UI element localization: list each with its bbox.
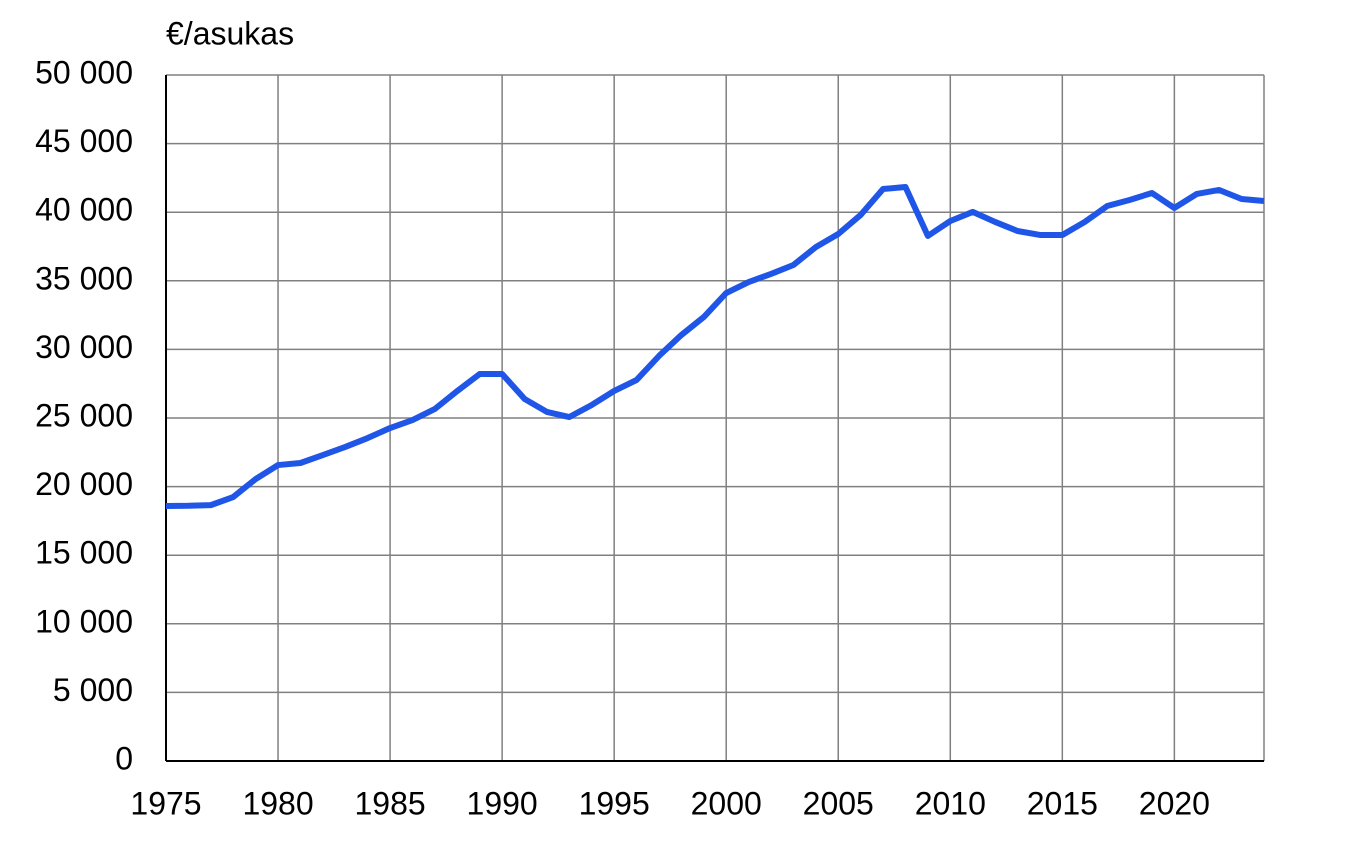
x-tick-label: 1985 [354,785,425,821]
y-tick-label: 45 000 [35,123,133,159]
x-tick-label: 1975 [130,785,201,821]
y-tick-label: 35 000 [35,260,133,296]
y-tick-label: 0 [115,740,133,776]
x-tick-label: 2000 [691,785,762,821]
x-tick-label: 2015 [1027,785,1098,821]
x-tick-label: 1990 [467,785,538,821]
y-tick-label: 15 000 [35,535,133,571]
y-axis-label: €/asukas [166,15,294,51]
y-tick-label: 40 000 [35,192,133,228]
y-tick-label: 20 000 [35,466,133,502]
x-tick-label: 2005 [803,785,874,821]
x-tick-label: 2020 [1139,785,1210,821]
x-tick-label: 1980 [242,785,313,821]
x-tick-label: 2010 [915,785,986,821]
line-series [165,183,1265,509]
y-tick-label: 30 000 [35,329,133,365]
y-tick-label: 25 000 [35,397,133,433]
y-tick-label: 10 000 [35,603,133,639]
y-tick-label: 5 000 [53,672,133,708]
y-tick-label: 50 000 [35,54,133,90]
x-tick-label: 1995 [579,785,650,821]
